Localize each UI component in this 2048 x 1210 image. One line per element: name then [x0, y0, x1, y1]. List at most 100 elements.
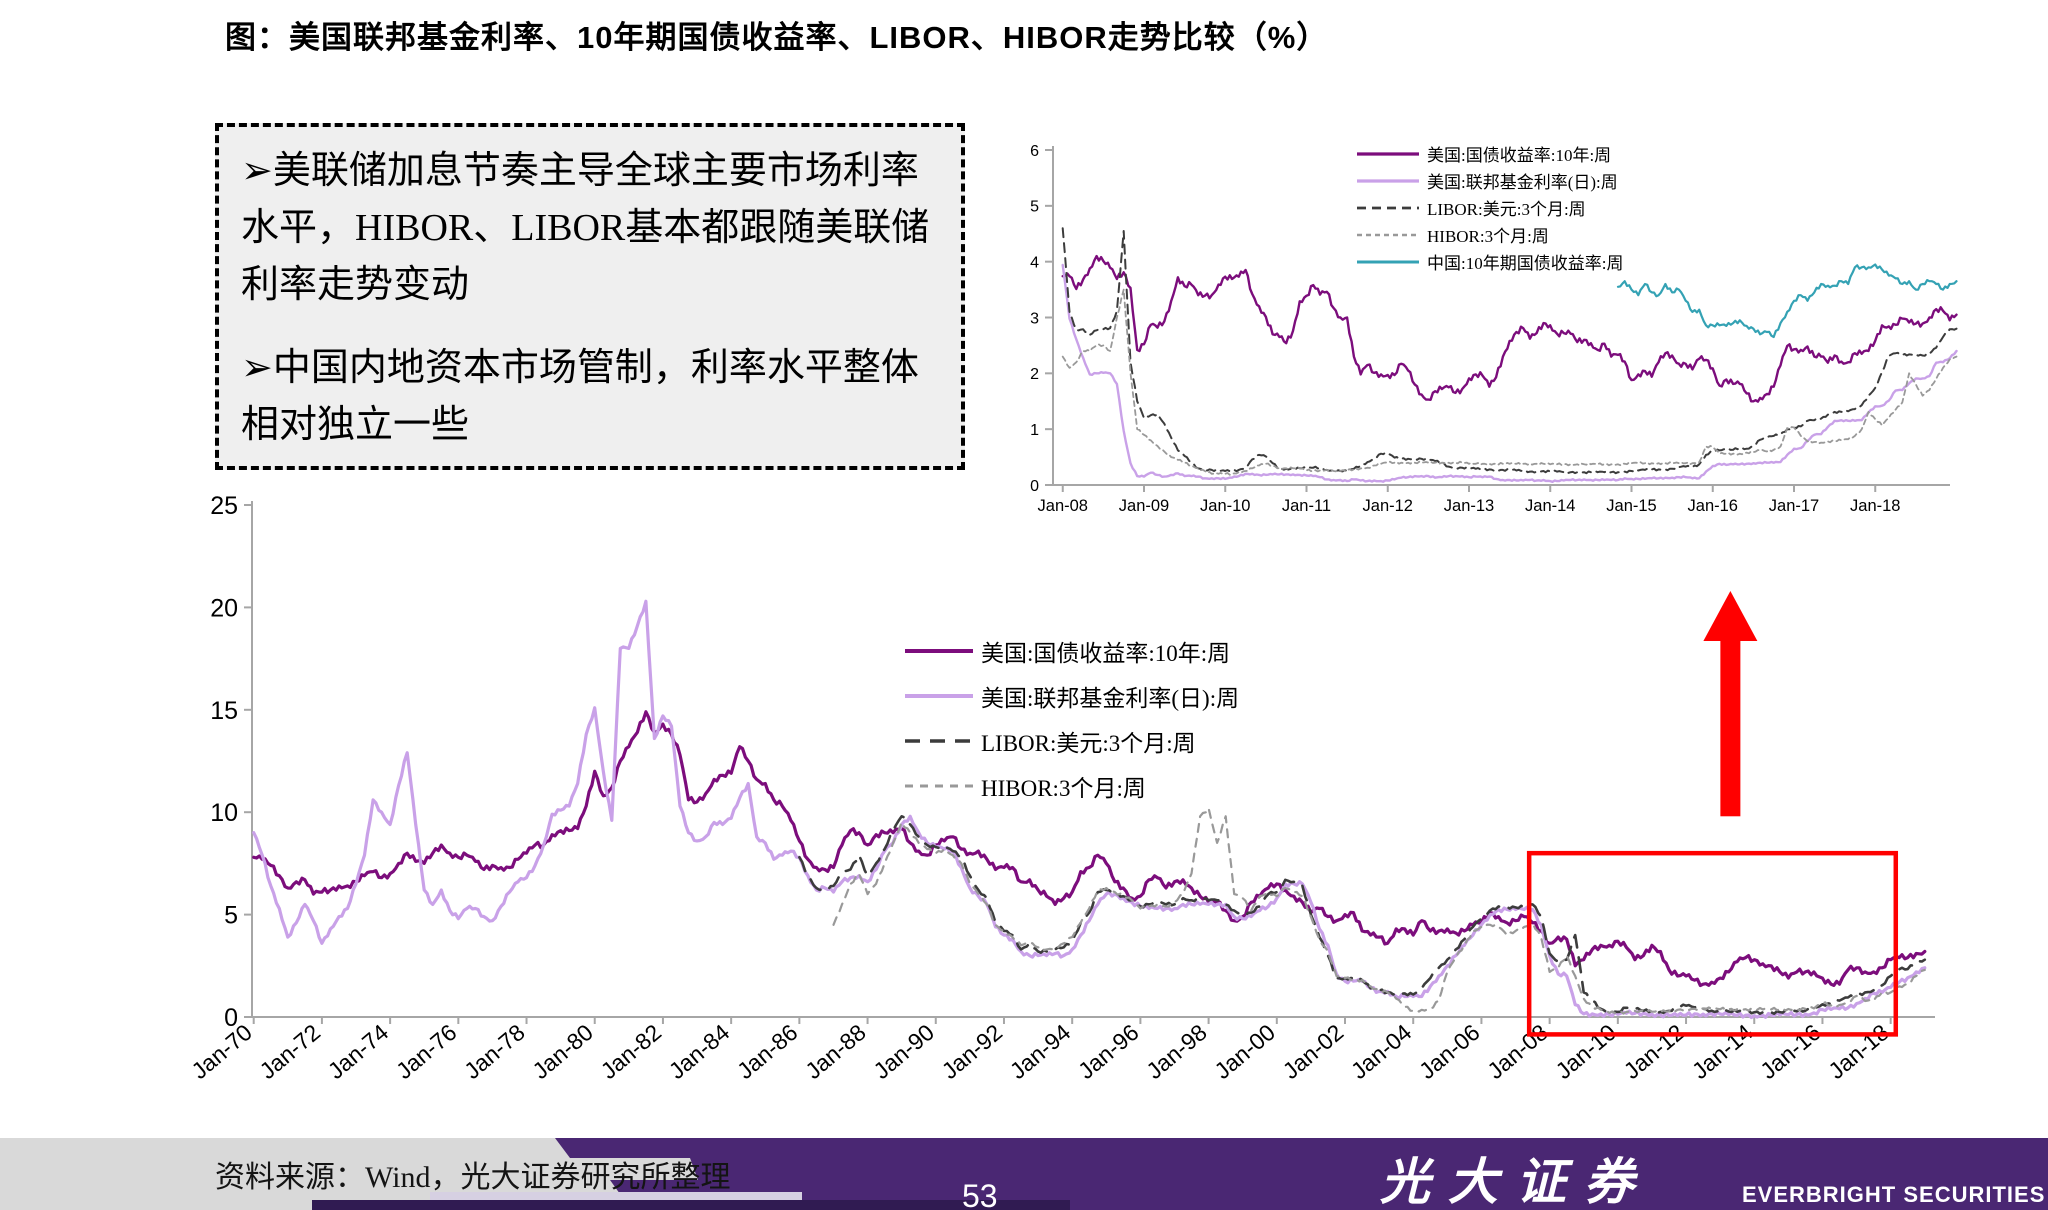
svg-text:Jan-12: Jan-12: [1363, 497, 1413, 515]
series-1-line: [1061, 254, 1958, 403]
svg-text:0: 0: [1030, 478, 1039, 495]
svg-text:Jan-18: Jan-18: [1850, 497, 1900, 515]
legend-line-swatch: [1357, 203, 1419, 213]
legend-label: 美国:联邦基金利率(日):周: [981, 685, 1240, 711]
source-note: 资料来源：Wind，光大证券研究所整理: [215, 1161, 731, 1194]
svg-text:10: 10: [210, 799, 238, 827]
svg-text:Jan-94: Jan-94: [1005, 1019, 1076, 1084]
legend-item: 美国:国债收益率:10年:周: [905, 628, 1239, 673]
svg-text:20: 20: [210, 594, 238, 622]
legend-item: 美国:国债收益率:10年:周: [1357, 140, 1623, 167]
svg-text:Jan-06: Jan-06: [1414, 1019, 1485, 1084]
series-3-line: [798, 815, 1927, 1015]
page-number: 53: [962, 1178, 998, 1210]
svg-text:Jan-16: Jan-16: [1755, 1019, 1826, 1084]
svg-text:Jan-14: Jan-14: [1525, 497, 1575, 515]
note-bullet-2: ➢中国内地资本市场管制，利率水平整体相对独立一些: [241, 347, 919, 446]
svg-text:Jan-04: Jan-04: [1346, 1019, 1417, 1084]
series-4-line: [1061, 288, 1958, 476]
series-4-line: [832, 807, 1926, 1015]
svg-text:Jan-82: Jan-82: [596, 1019, 667, 1084]
svg-text:Jan-13: Jan-13: [1444, 497, 1494, 515]
svg-text:5: 5: [1030, 199, 1039, 216]
legend-item: 美国:联邦基金利率(日):周: [1357, 167, 1623, 194]
legend-line-swatch: [905, 690, 973, 702]
legend-label: 美国:联邦基金利率(日):周: [1427, 173, 1618, 192]
svg-text:6: 6: [1030, 143, 1039, 160]
svg-text:Jan-70: Jan-70: [186, 1019, 257, 1084]
legend-label: 中国:10年期国债收益率:周: [1427, 254, 1624, 273]
svg-text:Jan-14: Jan-14: [1687, 1019, 1758, 1084]
legend-label: HIBOR:3个月:周: [981, 775, 1146, 801]
svg-text:Jan-18: Jan-18: [1823, 1019, 1894, 1084]
highlight-arrow-head: [1703, 591, 1758, 642]
legend-line-swatch: [1357, 176, 1419, 186]
svg-text:15: 15: [210, 697, 238, 725]
svg-text:Jan-16: Jan-16: [1688, 497, 1738, 515]
legend-item: HIBOR:3个月:周: [1357, 221, 1623, 248]
svg-text:Jan-15: Jan-15: [1606, 497, 1656, 515]
note-box: ➢美联储加息节奏主导全球主要市场利率水平，HIBOR、LIBOR基本都跟随美联储…: [215, 123, 965, 470]
svg-text:4: 4: [1030, 254, 1039, 271]
highlight-arrow-shaft: [1720, 639, 1741, 817]
svg-text:Jan-72: Jan-72: [255, 1019, 326, 1084]
svg-text:Jan-11: Jan-11: [1282, 497, 1331, 515]
legend-line-swatch: [905, 735, 973, 747]
legend-label: 美国:国债收益率:10年:周: [1427, 146, 1612, 165]
svg-text:Jan-86: Jan-86: [732, 1019, 803, 1084]
svg-text:Jan-08: Jan-08: [1482, 1019, 1553, 1084]
svg-text:1: 1: [1030, 422, 1039, 439]
svg-text:Jan-17: Jan-17: [1769, 497, 1819, 515]
legend-line-swatch: [905, 645, 973, 657]
legend-line-swatch: [905, 780, 973, 792]
svg-text:2: 2: [1030, 366, 1039, 383]
legend-line-swatch: [1357, 149, 1419, 159]
svg-text:Jan-98: Jan-98: [1141, 1019, 1212, 1084]
series-1-line: [252, 710, 1927, 988]
legend-line-swatch: [1357, 257, 1419, 267]
legend-item: LIBOR:美元:3个月:周: [905, 718, 1239, 763]
legend-item: LIBOR:美元:3个月:周: [1357, 194, 1623, 221]
series-2-line: [252, 599, 1927, 1020]
everbright-logo-en: EVERBRIGHT SECURITIES: [1742, 1182, 2046, 1207]
legend-item: 中国:10年期国债收益率:周: [1357, 248, 1623, 275]
svg-text:Jan-12: Jan-12: [1619, 1019, 1690, 1084]
svg-text:0: 0: [224, 1004, 238, 1032]
svg-text:Jan-76: Jan-76: [391, 1019, 462, 1084]
everbright-logo-cn: 光大证券: [1380, 1152, 1652, 1210]
footer-dark-strip: [312, 1200, 1070, 1210]
svg-text:Jan-88: Jan-88: [800, 1019, 871, 1084]
svg-text:Jan-10: Jan-10: [1200, 497, 1250, 515]
legend-line-swatch: [1357, 230, 1419, 240]
legend-item: HIBOR:3个月:周: [905, 763, 1239, 808]
inset-chart: 0 1 2 3 4 5 6 Jan-08 Jan-09 Jan-10 Jan-11 Jan-12 Jan…: [1030, 143, 1958, 515]
legend-label: HIBOR:3个月:周: [1427, 227, 1549, 246]
highlight-rectangle: [1526, 850, 1899, 1037]
legend-item: 美国:联邦基金利率(日):周: [905, 673, 1239, 718]
svg-text:Jan-78: Jan-78: [459, 1019, 530, 1084]
series-3-line: [1061, 227, 1958, 475]
svg-text:Jan-90: Jan-90: [868, 1019, 939, 1084]
legend-label: 美国:国债收益率:10年:周: [981, 640, 1231, 666]
svg-text:Jan-96: Jan-96: [1073, 1019, 1144, 1084]
svg-text:5: 5: [224, 902, 238, 930]
svg-text:Jan-02: Jan-02: [1278, 1019, 1349, 1084]
legend-label: LIBOR:美元:3个月:周: [1427, 200, 1586, 219]
svg-text:Jan-10: Jan-10: [1550, 1019, 1621, 1084]
series-5-line: [1616, 263, 1958, 339]
note-bullet-1: ➢美联储加息节奏主导全球主要市场利率水平，HIBOR、LIBOR基本都跟随美联储…: [241, 150, 930, 306]
legend-label: LIBOR:美元:3个月:周: [981, 730, 1196, 756]
svg-text:Jan-00: Jan-00: [1209, 1019, 1280, 1084]
inset-chart-legend: 美国:国债收益率:10年:周 美国:联邦基金利率(日):周 LIBOR:美元:3个月…: [1357, 140, 1623, 275]
series-2-line: [1061, 263, 1958, 483]
main-chart: 0 5 10 15 20 25 Jan-70Jan-72Jan-74Jan-76Jan-78…: [186, 492, 1935, 1084]
svg-text:Jan-80: Jan-80: [527, 1019, 598, 1084]
page-title: 图：美国联邦基金利率、10年期国债收益率、LIBOR、HIBOR走势比较（%）: [225, 20, 1329, 55]
svg-text:Jan-74: Jan-74: [323, 1019, 394, 1084]
main-chart-legend: 美国:国债收益率:10年:周 美国:联邦基金利率(日):周 LIBOR:美元:3个月…: [905, 628, 1239, 808]
svg-text:Jan-08: Jan-08: [1038, 497, 1088, 515]
svg-text:25: 25: [210, 492, 238, 520]
footer-light-step: [430, 1192, 802, 1202]
svg-text:Jan-84: Jan-84: [664, 1019, 735, 1084]
